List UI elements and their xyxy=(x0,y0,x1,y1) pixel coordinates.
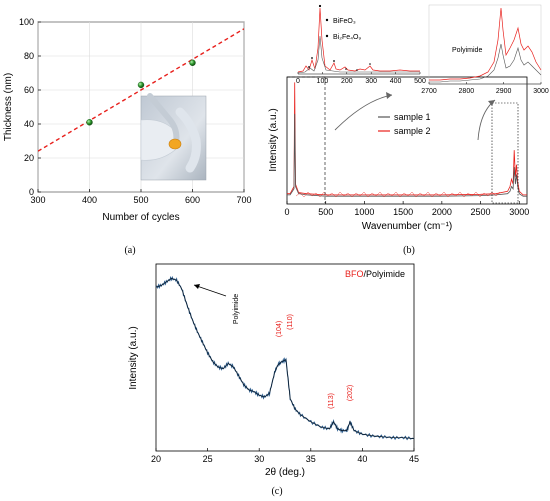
chart-b-inset-left-curve-red xyxy=(297,7,420,73)
tick-label-y-100: 100 xyxy=(19,17,34,27)
chart-a-fit-line xyxy=(38,28,244,152)
tick-label-y-60: 60 xyxy=(24,85,34,95)
annotation-104: (104) xyxy=(276,321,283,337)
tick-label-x-2000: 2000 xyxy=(432,207,452,217)
chart-b-plot-area xyxy=(286,76,528,205)
tick-label-x-30: 30 xyxy=(254,454,264,464)
tick-label-x-45: 45 xyxy=(409,454,419,464)
chart-c-title: BFO/Polyimide xyxy=(345,269,405,279)
annotation-polyimide: Polyimide xyxy=(233,294,240,324)
annotation-polyimide-arrow xyxy=(193,284,227,297)
inset-left-tick-label-300: 300 xyxy=(365,78,377,85)
chart-b: 0 500 1000 1500 2000 2500 3000 sample 1 sample… xyxy=(268,4,549,256)
tick-label-x-600: 600 xyxy=(185,195,200,205)
inset-left-tick-label-500: 500 xyxy=(414,78,426,85)
chart-b-baseline-noise xyxy=(295,191,501,198)
tick-label-x-1500: 1500 xyxy=(393,207,413,217)
chart-c-title-rest: /Polyimide xyxy=(364,269,406,279)
legend-sample-2: sample 2 xyxy=(394,126,431,136)
annotation-110: (110) xyxy=(287,314,294,330)
tick-label-x-500: 500 xyxy=(133,195,148,205)
data-point-1 xyxy=(86,119,93,126)
chart-a-inset-photo xyxy=(140,93,207,181)
tick-label-y-80: 80 xyxy=(24,51,34,61)
chart-b-inset-right: 2700 2800 2900 3000 Polyimide xyxy=(421,4,549,95)
inset-legend-bifeo3: BiFeO₃ xyxy=(333,18,356,25)
chart-b-xlabel: Wavenumber (cm⁻¹) xyxy=(362,221,452,232)
data-point-3 xyxy=(189,59,196,66)
inset-left-tick-label-100: 100 xyxy=(317,78,329,85)
tick-label-y-20: 20 xyxy=(24,153,34,163)
chart-a-points xyxy=(86,59,196,126)
chart-b-ticks: 0 500 1000 1500 2000 2500 3000 xyxy=(284,201,529,217)
chart-a-xlabel: Number of cycles xyxy=(102,212,179,223)
tick-label-x-400: 400 xyxy=(82,195,97,205)
panel-label-c: (c) xyxy=(271,486,282,497)
tick-label-y-40: 40 xyxy=(24,119,34,129)
chart-c-plot-area xyxy=(155,263,415,452)
chart-b-inset-right-curve-gray xyxy=(429,43,542,83)
chart-b-series-sample-1 xyxy=(287,113,527,197)
chart-b-dotted-box xyxy=(491,102,519,204)
inset-right-tick-label-2700: 2700 xyxy=(421,88,437,95)
tick-label-x-25: 25 xyxy=(203,454,213,464)
chart-b-inset-right-curve-red xyxy=(429,7,542,81)
tick-label-x-35: 35 xyxy=(306,454,316,464)
inset-legend-bi2fe4o9: Bi₂Fe₄O₉ xyxy=(333,34,361,41)
chart-a-ticks: 300 400 500 600 700 0 20 40 60 80 100 xyxy=(19,17,252,205)
tick-label-x-1000: 1000 xyxy=(354,207,374,217)
chart-b-inset-left-curve-gray xyxy=(297,35,420,74)
inset-right-tick-label-2900: 2900 xyxy=(496,88,512,95)
annotation-113: (113) xyxy=(328,393,335,409)
inset-left-tick-label-0: 0 xyxy=(296,78,300,85)
tick-label-y-0: 0 xyxy=(29,187,34,197)
chart-b-ylabel: Intensity (a.u.) xyxy=(268,108,279,171)
annotation-202: (202) xyxy=(347,385,354,401)
tick-label-x-3000: 3000 xyxy=(509,207,529,217)
tick-label-x-500: 500 xyxy=(318,207,333,217)
chart-b-inset-left: 0 100 200 300 400 500 BiFeO₃ Bi₂Fe₄O₉ xyxy=(296,4,426,85)
inset-polyimide-label: Polyimide xyxy=(452,47,482,54)
inset-left-tick-label-400: 400 xyxy=(390,78,402,85)
data-point-2 xyxy=(137,81,145,89)
chart-a: 300 400 500 600 700 0 20 40 60 80 100 Number of cy… xyxy=(3,17,252,256)
tick-label-x-0: 0 xyxy=(284,207,289,217)
inset-left-tick-label-200: 200 xyxy=(341,78,353,85)
chart-c-title-bfo: BFO xyxy=(345,269,364,279)
tick-label-x-300: 300 xyxy=(30,195,45,205)
tick-label-x-20: 20 xyxy=(151,454,161,464)
panel-label-b: (b) xyxy=(403,245,415,256)
chart-c-xlabel: 2θ (deg.) xyxy=(265,467,305,478)
panel-label-a: (a) xyxy=(124,245,135,256)
chart-c-fit xyxy=(155,278,415,439)
chart-c: 20 25 30 35 40 45 BFO/Polyimide Polyimide (10… xyxy=(128,263,419,497)
inset-right-tick-label-3000: 3000 xyxy=(533,88,549,95)
chart-a-ylabel: Thickness (nm) xyxy=(3,73,14,141)
legend-sample-1: sample 1 xyxy=(394,112,431,122)
chart-b-legend: sample 1 sample 2 xyxy=(378,112,431,136)
tick-label-x-40: 40 xyxy=(357,454,367,464)
chart-c-ylabel: Intensity (a.u.) xyxy=(128,326,139,389)
tick-label-x-2500: 2500 xyxy=(471,207,491,217)
chart-b-inset-left-markers xyxy=(308,4,371,71)
chart-c-ticks: 20 25 30 35 40 45 xyxy=(151,448,419,464)
inset-right-tick-label-2800: 2800 xyxy=(459,88,475,95)
tick-label-x-700: 700 xyxy=(236,195,251,205)
